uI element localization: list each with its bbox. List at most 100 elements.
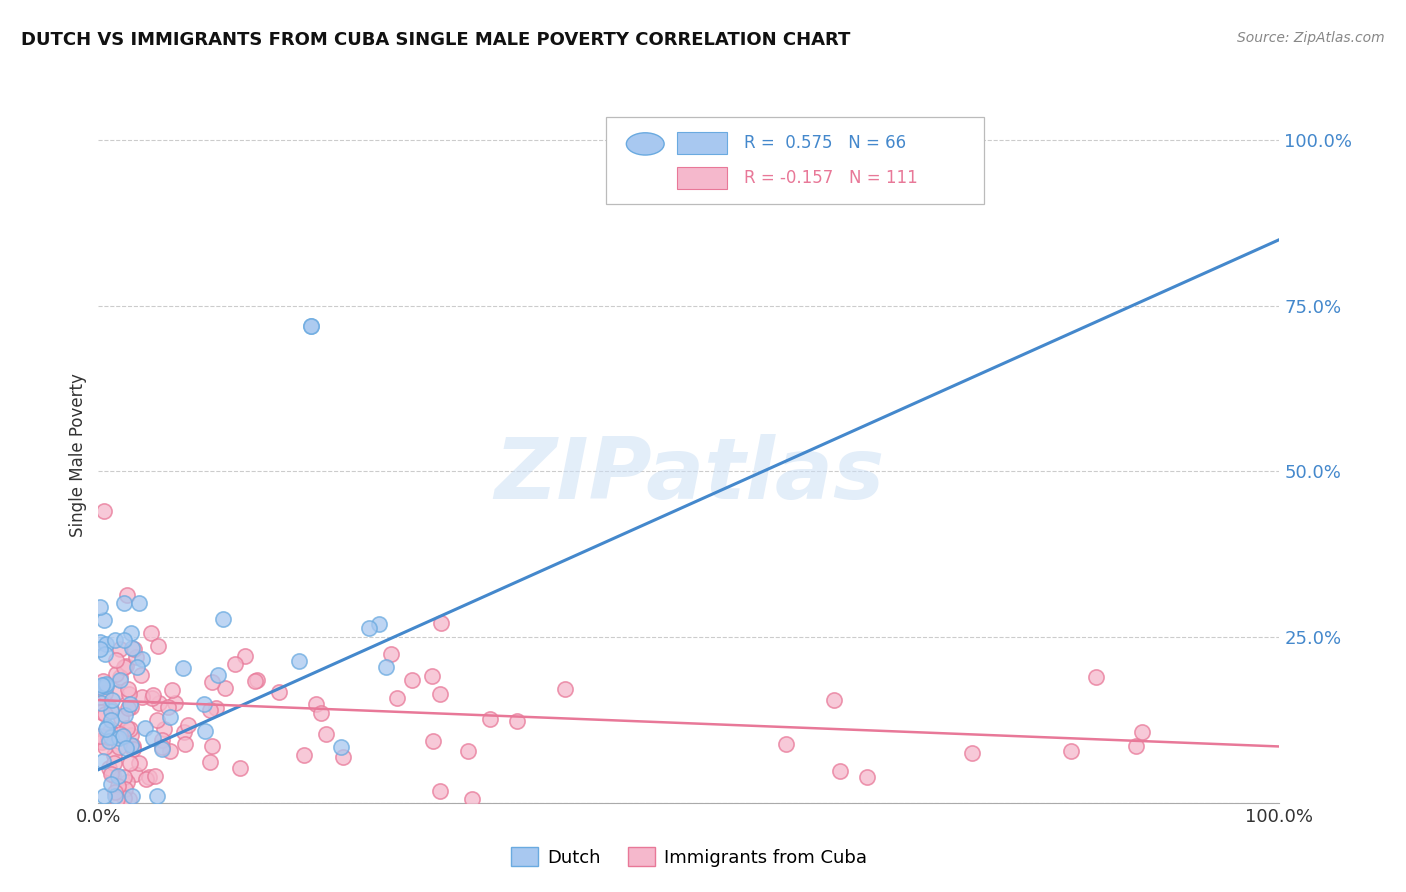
Point [148,639,170,653]
Point [114,781,136,796]
Point [165,697,187,711]
Point [118,791,141,805]
Point [430,615,453,630]
Point [176,718,198,732]
Point [1084,670,1107,684]
Point [172,660,194,674]
Point [554,681,576,696]
Text: DUTCH VS IMMIGRANTS FROM CUBA SINGLE MALE POVERTY CORRELATION CHART: DUTCH VS IMMIGRANTS FROM CUBA SINGLE MAL… [21,31,851,49]
Point [309,706,332,721]
Point [114,707,136,722]
Point [117,681,139,696]
Point [142,688,165,702]
Text: R =  0.575   N = 66: R = 0.575 N = 66 [744,134,907,153]
Point [100,777,122,791]
Point [94,707,117,722]
Point [156,700,179,714]
Point [98,723,121,738]
Point [97,730,120,744]
Point [114,659,136,673]
Point [120,729,142,743]
Point [93,789,115,804]
Point [174,737,197,751]
Point [375,659,398,673]
Point [117,687,139,701]
Point [100,704,122,718]
Point [141,691,163,706]
Point [422,734,444,748]
Point [111,729,134,743]
FancyBboxPatch shape [678,132,727,154]
Point [110,727,132,741]
Point [105,792,128,806]
Point [120,739,142,753]
Point [1125,739,1147,753]
Y-axis label: Single Male Poverty: Single Male Poverty [69,373,87,537]
Point [120,699,142,714]
Point [305,697,328,711]
Point [91,678,114,692]
Point [207,668,229,682]
Point [420,669,443,683]
Point [108,740,131,755]
Point [89,690,111,704]
Point [94,647,117,661]
Point [457,744,479,758]
Point [775,737,797,751]
Point [115,741,138,756]
Point [120,625,142,640]
Point [429,687,451,701]
Point [91,754,114,768]
Point [118,756,141,770]
Point [357,621,380,635]
FancyBboxPatch shape [678,167,727,189]
Point [117,588,139,602]
Point [146,713,169,727]
Point [89,729,111,743]
Point [160,682,183,697]
Point [134,721,156,735]
Point [104,789,127,804]
Point [90,696,112,710]
Point [200,755,222,769]
Point [112,791,135,805]
Point [506,714,529,728]
Point [385,691,408,706]
Point [131,690,153,705]
Point [143,769,166,783]
Point [98,734,121,748]
Point [211,612,233,626]
Point [294,748,316,763]
Point [108,731,131,745]
Point [823,693,845,707]
Point [201,739,224,754]
Point [90,681,112,695]
Point [329,740,352,755]
Point [89,634,111,648]
Point [121,789,143,804]
Point [461,792,484,806]
Point [401,673,423,687]
Point [103,756,125,770]
Point [94,637,117,651]
Point [380,647,402,661]
Point [90,735,112,749]
Point [214,681,236,695]
Point [159,744,181,758]
Point [110,670,132,684]
Point [153,722,176,736]
Point [299,318,322,333]
Point [120,722,142,736]
FancyBboxPatch shape [606,118,984,204]
Point [194,723,217,738]
Point [93,613,115,627]
Point [368,616,391,631]
Point [1060,744,1083,758]
Point [150,741,173,756]
Point [100,767,122,781]
Point [962,746,984,760]
Point [108,673,131,688]
Point [159,710,181,724]
Point [100,713,122,727]
Point [100,702,122,716]
